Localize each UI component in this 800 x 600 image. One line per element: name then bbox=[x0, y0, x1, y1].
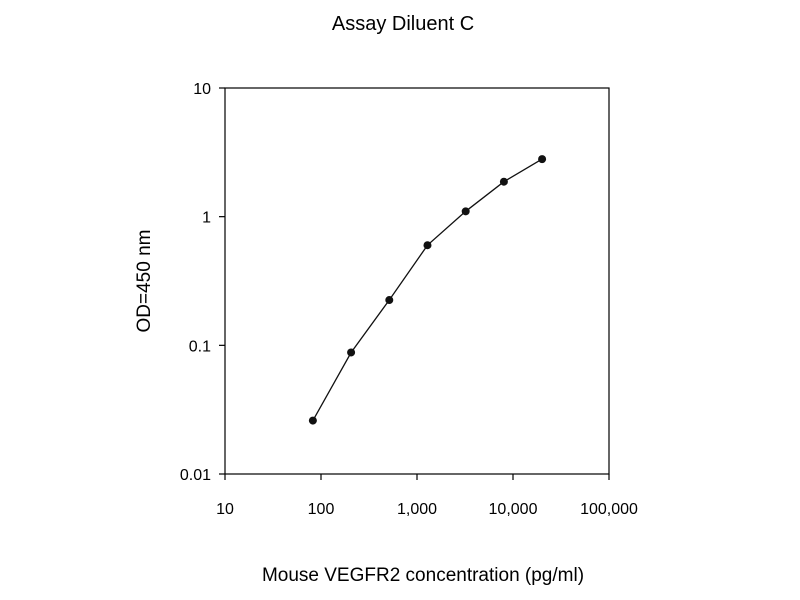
x-axis-label: Mouse VEGFR2 concentration (pg/ml) bbox=[262, 565, 584, 586]
x-axis-ticks: 10 100 1,000 10,000 100,000 bbox=[216, 474, 638, 518]
y-tick-label: 1 bbox=[202, 210, 211, 227]
y-tick-label: 0.01 bbox=[180, 467, 211, 484]
plot-frame bbox=[224, 87, 610, 475]
series-line bbox=[312, 158, 543, 421]
y-axis-label: OD=450 nm bbox=[134, 230, 155, 333]
x-tick-label: 100 bbox=[308, 501, 335, 518]
data-point bbox=[385, 296, 394, 305]
x-tick-label: 10 bbox=[216, 501, 234, 518]
data-point bbox=[538, 155, 547, 164]
x-tick-label: 1,000 bbox=[397, 501, 437, 518]
data-point bbox=[347, 348, 356, 357]
data-point bbox=[499, 177, 508, 186]
chart-title: Assay Diluent C bbox=[332, 13, 474, 35]
y-tick-label: 10 bbox=[193, 81, 211, 98]
y-axis-ticks: 0.01 0.1 1 10 bbox=[180, 81, 225, 484]
data-point bbox=[308, 416, 317, 425]
data-point bbox=[461, 207, 470, 216]
x-tick-label: 100,000 bbox=[580, 501, 638, 518]
y-tick-label: 0.1 bbox=[189, 338, 211, 355]
series-layer bbox=[308, 155, 547, 425]
data-point bbox=[423, 241, 432, 250]
x-tick-label: 10,000 bbox=[489, 501, 538, 518]
